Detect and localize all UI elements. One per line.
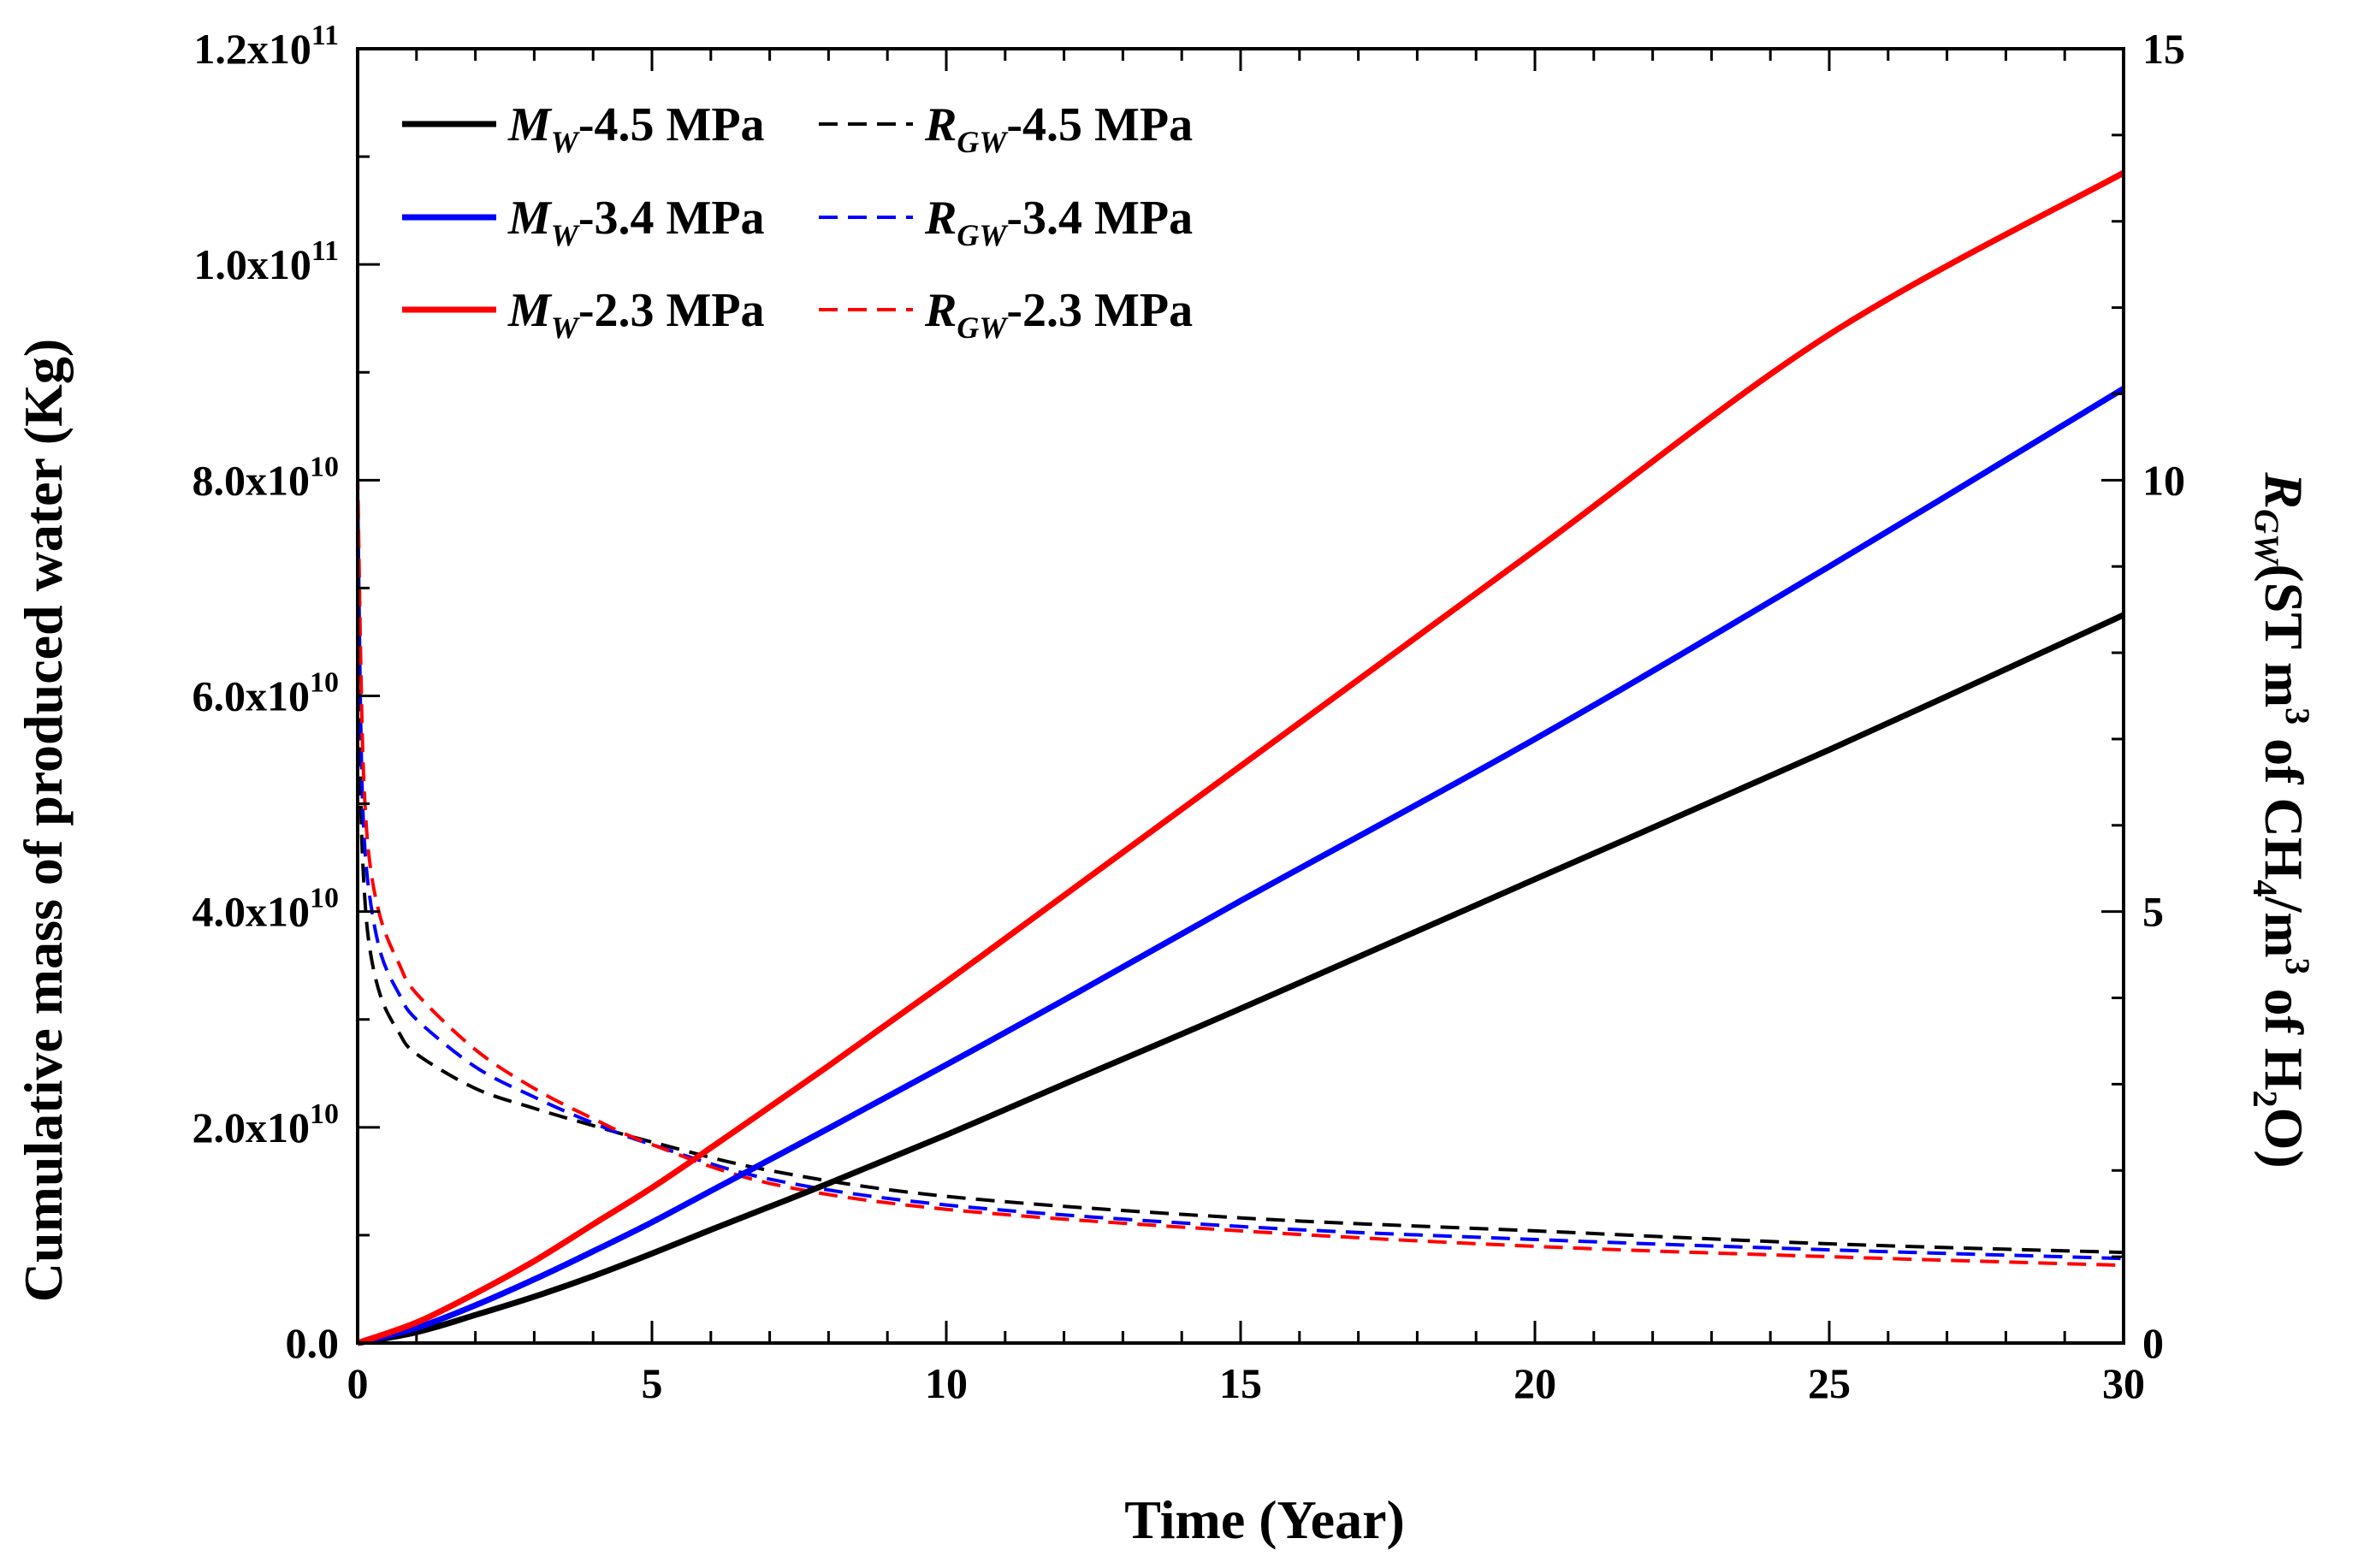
legend-value: -3.4 MPa <box>578 192 765 245</box>
y-tick-label: 6.0x1010 <box>193 667 340 720</box>
y2-title-sup2: 3 <box>2278 958 2317 975</box>
y-axis-title: Cumulative mass of produced water (Kg) <box>13 339 74 1302</box>
legend-symbol: M <box>507 284 553 337</box>
y-tick-mantissa: 1.0x10 <box>193 240 311 288</box>
y2-tick-label: 15 <box>2142 25 2185 73</box>
y-tick-label: 8.0x1010 <box>193 451 340 504</box>
x-axis-title: Time (Year) <box>1124 1489 1405 1550</box>
y-tick-exponent: 10 <box>310 1098 339 1130</box>
y-tick-mantissa: 2.0x10 <box>193 1104 311 1151</box>
legend-value: -2.3 MPa <box>578 284 765 337</box>
legend-subscript: GW <box>957 311 1009 345</box>
legend-value: -4.5 MPa <box>578 98 765 151</box>
x-tick-label: 0 <box>347 1359 369 1407</box>
x-tick-label: 20 <box>1514 1359 1556 1407</box>
y2-tick-label: 0 <box>2142 1319 2164 1367</box>
series-line-rgw-1 <box>356 514 2124 1255</box>
legend-label-mw: MW-2.3 MPa <box>507 284 765 345</box>
y-tick-label: 1.2x1011 <box>193 20 339 73</box>
legend-label-mw: MW-3.4 MPa <box>507 192 765 252</box>
y-tick-label: 2.0x1010 <box>193 1098 340 1151</box>
x-tick-label: 25 <box>1808 1359 1851 1407</box>
legend-symbol: R <box>924 284 957 337</box>
legend-label-mw: MW-4.5 MPa <box>507 98 765 159</box>
legend-symbol: R <box>924 98 957 151</box>
y-tick-mantissa: 8.0x10 <box>193 456 311 504</box>
y2-title-part1: (ST m <box>2254 564 2314 707</box>
legend-symbol: R <box>924 192 957 245</box>
y-tick-exponent: 10 <box>310 451 339 482</box>
y-tick-mantissa: 6.0x10 <box>193 672 311 720</box>
y-tick-exponent: 10 <box>310 883 339 914</box>
y-tick-label: 4.0x1010 <box>193 883 340 936</box>
series-layer <box>356 169 2125 1346</box>
y2-title-part5: O) <box>2254 1108 2314 1169</box>
y-tick-mantissa: 1.2x10 <box>193 25 311 73</box>
y2-title-subscript: GW <box>2248 509 2286 566</box>
y-tick-exponent: 11 <box>311 235 339 267</box>
legend-symbol: M <box>507 192 553 245</box>
legend-label-rgw: RGW-3.4 MPa <box>924 192 1193 252</box>
legend-symbol: M <box>507 98 553 151</box>
legend-value: -2.3 MPa <box>1006 284 1193 337</box>
y2-tick-label: 10 <box>2142 456 2185 504</box>
y-tick-label: 1.0x1011 <box>193 235 339 288</box>
legend-label-rgw: RGW-4.5 MPa <box>924 98 1193 159</box>
series-line-mw-0 <box>357 612 2125 1346</box>
legend-subscript: GW <box>957 125 1009 159</box>
y-tick-label: 0.0 <box>286 1319 340 1367</box>
y-tick-exponent: 11 <box>311 20 339 51</box>
y2-axis-title: RGW(ST m3 of CH4/m3 of H2O) <box>2246 471 2317 1168</box>
y2-title-part4: of H <box>2254 975 2314 1091</box>
x-tick-label: 15 <box>1219 1359 1262 1407</box>
legend-subscript: W <box>551 311 581 345</box>
series-line-rgw-5 <box>356 471 2124 1268</box>
y-tick-mantissa: 0.0 <box>286 1319 340 1367</box>
y2-title-sub3: 2 <box>2246 1091 2284 1108</box>
y-tick-exponent: 10 <box>310 667 339 699</box>
series-line-mw-4 <box>356 169 2125 1346</box>
legend-label-rgw: RGW-2.3 MPa <box>924 284 1193 345</box>
y2-title-sub2: 4 <box>2246 879 2284 896</box>
series-line-mw-2 <box>357 386 2125 1346</box>
y2-title-symbol: R <box>2254 471 2314 509</box>
legend-subscript: W <box>551 218 581 252</box>
legend-subscript: W <box>551 125 581 159</box>
legend-subscript: GW <box>957 218 1009 252</box>
y2-title-sup1: 3 <box>2278 707 2317 725</box>
x-tick-label: 5 <box>642 1359 663 1407</box>
y-tick-mantissa: 4.0x10 <box>193 888 311 936</box>
y2-tick-label: 5 <box>2142 888 2164 936</box>
axes-layer: 0 5 10 15 20 25 300.02.0x10104.0x10106.0x10108… <box>193 20 2186 1407</box>
y2-title-part2: of CH <box>2254 725 2314 879</box>
x-tick-label: 10 <box>925 1359 968 1407</box>
legend-value: -4.5 MPa <box>1006 98 1193 151</box>
legend-value: -3.4 MPa <box>1006 192 1193 245</box>
y2-title-part3: /m <box>2254 896 2314 957</box>
x-tick-label: 30 <box>2102 1359 2145 1407</box>
